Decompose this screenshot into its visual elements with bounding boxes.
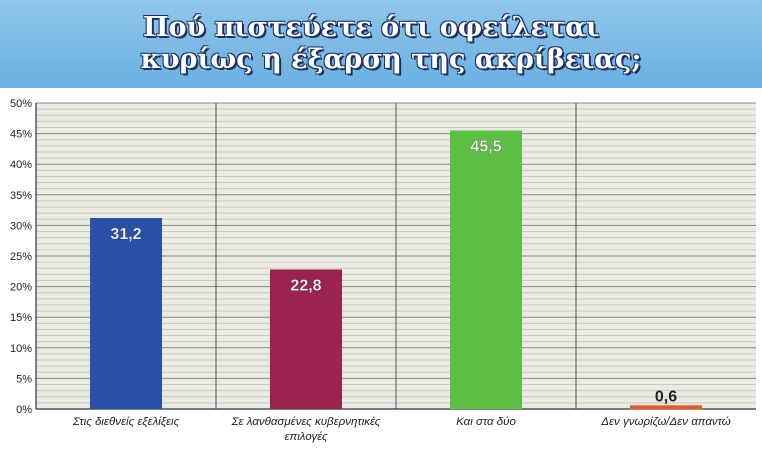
bar xyxy=(270,269,342,409)
bar xyxy=(630,405,702,410)
y-tick-label: 5% xyxy=(16,373,32,385)
x-category-label: Σε λανθασμένες κυβερνητικές xyxy=(231,416,381,428)
data-label: 22,8 xyxy=(290,277,321,294)
bar xyxy=(90,218,162,409)
bar-chart: 0% 5% 10% 15% 20% 25% 30% 35% 40% 45% 50% 31,2 Στις … xyxy=(10,98,756,443)
data-label: 45,5 xyxy=(470,139,501,156)
x-category-label: επιλογές xyxy=(284,431,327,443)
x-category-label: Και στα δύο xyxy=(456,416,516,428)
y-tick-label: 35% xyxy=(10,190,32,202)
x-category-label: Στις διεθνείς εξελίξεις xyxy=(72,416,180,428)
y-tick-label: 0% xyxy=(16,404,32,416)
y-tick-label: 25% xyxy=(10,251,32,263)
data-label: 31,2 xyxy=(110,226,141,243)
y-tick-label: 45% xyxy=(10,129,32,141)
x-category-label: Δεν γνωρίζω/Δεν απαντώ xyxy=(600,416,730,428)
chart-title-banner: Πού πιστεύετε ότι οφείλεται κυρίως η έξα… xyxy=(0,0,762,88)
y-tick-label: 50% xyxy=(10,98,32,110)
data-label: 0,6 xyxy=(655,388,677,405)
y-tick-label: 15% xyxy=(10,312,32,324)
y-tick-label: 20% xyxy=(10,282,32,294)
y-tick-label: 40% xyxy=(10,159,32,171)
y-tick-label: 10% xyxy=(10,343,32,355)
bar xyxy=(450,130,522,409)
y-tick-label: 30% xyxy=(10,220,32,232)
chart-title-line-1: Πού πιστεύετε ότι οφείλεται xyxy=(143,12,599,43)
chart-title-line-2: κυρίως η έξαρση της ακρίβειας; xyxy=(140,44,642,75)
